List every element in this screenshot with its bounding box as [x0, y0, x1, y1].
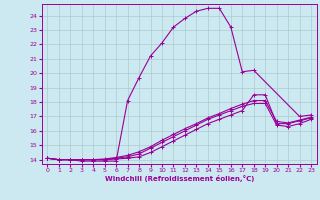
X-axis label: Windchill (Refroidissement éolien,°C): Windchill (Refroidissement éolien,°C) — [105, 175, 254, 182]
